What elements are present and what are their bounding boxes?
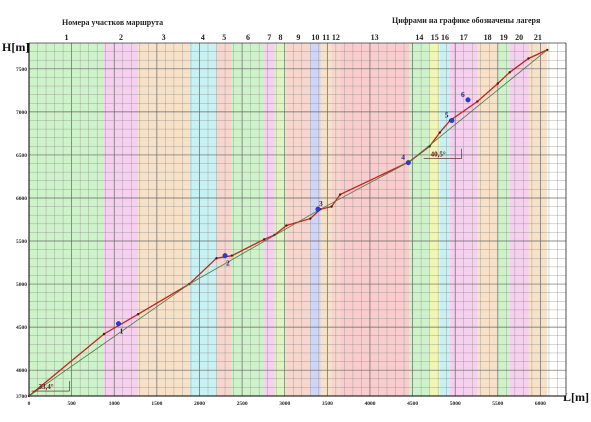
section-band <box>429 43 440 396</box>
route-vertex-point <box>309 217 312 220</box>
route-vertex-point <box>338 193 342 196</box>
y-tick-label: 6000 <box>16 196 27 202</box>
section-label: 4 <box>201 33 205 42</box>
y-tick-label: 7500 <box>16 67 27 73</box>
route-vertex-point <box>476 100 479 103</box>
camp-marker <box>465 97 471 103</box>
section-label: 8 <box>278 33 282 42</box>
camp-label: 4 <box>401 153 405 162</box>
x-tick-label: 3000 <box>279 401 290 407</box>
route-profile-line <box>28 49 548 397</box>
section-band <box>264 43 275 396</box>
section-label: 13 <box>371 33 379 42</box>
section-label: 19 <box>500 33 508 42</box>
section-label: 20 <box>515 33 523 42</box>
section-label: 21 <box>534 33 542 42</box>
section-label: 17 <box>460 33 468 42</box>
route-vertex-point <box>230 254 234 257</box>
camp-marker <box>315 206 321 212</box>
y-tick-label: 6500 <box>16 153 27 159</box>
section-band <box>286 43 311 396</box>
y-tick-label: 4500 <box>16 325 27 331</box>
camp-marker <box>222 253 228 259</box>
section-label: 18 <box>484 33 492 42</box>
camp-label: 1 <box>120 327 124 336</box>
route-vertex-point <box>508 71 511 74</box>
section-band <box>104 43 139 396</box>
route-vertex-point <box>285 224 288 227</box>
section-band <box>138 43 190 396</box>
section-label: 3 <box>162 33 166 42</box>
angle-label: 40,5° <box>431 151 446 159</box>
camps-note-caption: Цифрами на графике обозначены лагеря <box>392 16 541 25</box>
x-tick-label: 2500 <box>237 401 248 407</box>
x-tick-label: 5500 <box>492 401 503 407</box>
route-vertex-point <box>215 257 218 260</box>
x-tick-label: 500 <box>67 401 76 407</box>
section-band <box>509 43 529 396</box>
route-vertex-point <box>527 57 530 60</box>
section-band <box>477 43 498 396</box>
section-band <box>231 43 265 396</box>
section-label: 1 <box>65 33 69 42</box>
section-band <box>274 43 287 396</box>
x-tick-label: 4000 <box>364 401 375 407</box>
route-vertex-point <box>136 313 140 316</box>
section-band <box>320 43 332 396</box>
section-band <box>29 43 105 396</box>
x-tick-label: 6000 <box>535 401 546 407</box>
camp-label: 6 <box>461 90 465 99</box>
x-axis-title: L[m] <box>563 390 589 404</box>
section-band <box>409 43 430 396</box>
camp-marker <box>405 160 411 166</box>
section-label: 12 <box>332 33 340 42</box>
x-tick-label: 1500 <box>151 401 162 407</box>
section-band <box>528 43 548 396</box>
average-slope-line <box>28 49 548 397</box>
route-vertex-point <box>438 131 442 134</box>
camp-label: 2 <box>226 259 230 268</box>
camp-label: 5 <box>445 110 449 119</box>
y-axis-title: H[m] <box>2 40 30 54</box>
section-label: 16 <box>441 33 449 42</box>
section-band <box>310 43 321 396</box>
section-label: 11 <box>322 33 330 42</box>
section-label: 15 <box>431 33 439 42</box>
y-tick-label: 3700 <box>16 394 27 400</box>
section-band <box>216 43 232 396</box>
camp-marker <box>449 117 455 123</box>
section-band <box>439 43 451 396</box>
y-tick-label: 5000 <box>16 282 27 288</box>
x-tick-label: 0 <box>28 401 31 407</box>
section-label: 10 <box>311 33 319 42</box>
section-label: 5 <box>222 33 226 42</box>
route-vertex-point <box>263 238 266 241</box>
x-tick-label: 2000 <box>194 401 205 407</box>
x-tick-label: 1000 <box>109 401 120 407</box>
y-tick-label: 4000 <box>16 368 27 374</box>
x-tick-label: 5000 <box>450 401 461 407</box>
camp-label: 3 <box>319 199 323 208</box>
route-vertex-point <box>102 332 106 336</box>
section-label: 14 <box>415 33 423 42</box>
route-sections-caption: Номера участков маршрута <box>62 18 164 27</box>
camp-marker <box>115 321 121 327</box>
angle-label: 33,4° <box>39 383 54 391</box>
section-label: 9 <box>296 33 300 42</box>
route-vertex-point <box>496 82 500 85</box>
section-band <box>497 43 510 396</box>
section-label: 2 <box>119 33 123 42</box>
section-band <box>340 43 410 396</box>
y-tick-label: 5500 <box>16 239 27 245</box>
section-band <box>189 43 217 396</box>
section-label: 6 <box>246 33 250 42</box>
route-vertex-point <box>330 205 333 208</box>
x-tick-label: 4500 <box>407 401 418 407</box>
x-tick-label: 3500 <box>322 401 333 407</box>
section-label: 7 <box>267 33 271 42</box>
y-tick-label: 7000 <box>16 110 27 116</box>
